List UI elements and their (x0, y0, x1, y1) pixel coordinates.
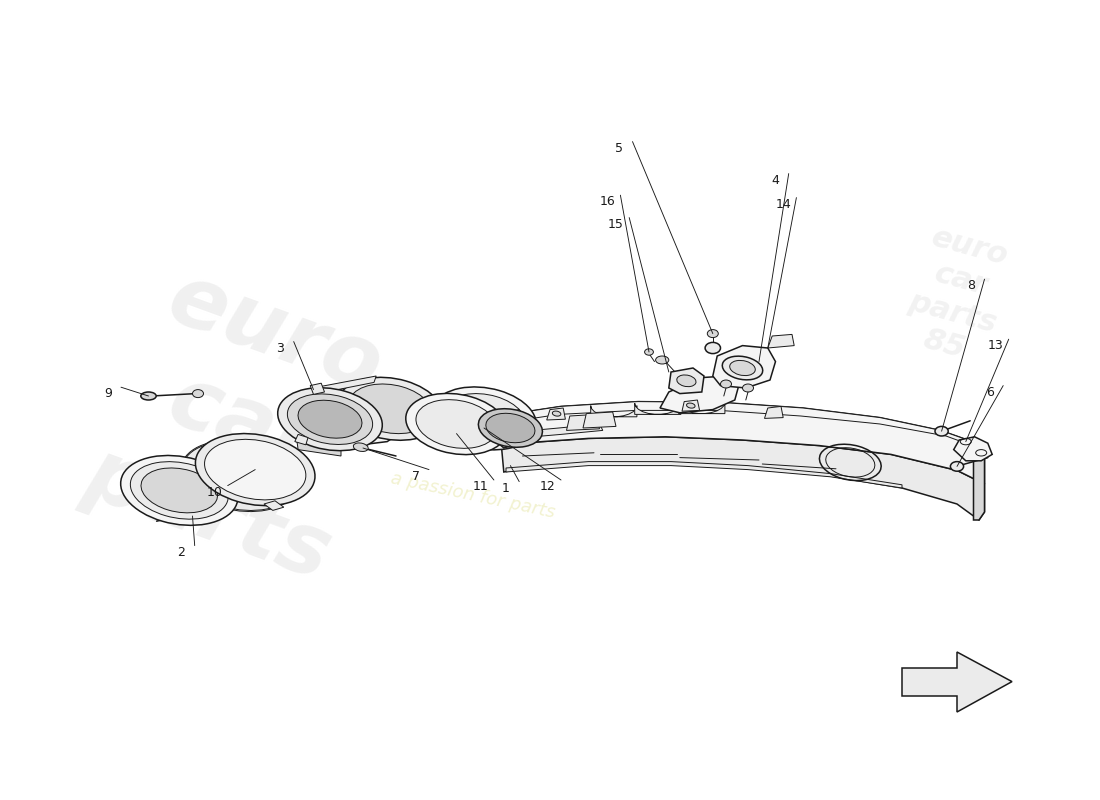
Ellipse shape (720, 380, 732, 388)
Polygon shape (974, 444, 984, 520)
Polygon shape (713, 346, 776, 388)
Polygon shape (566, 414, 600, 430)
Text: 10: 10 (207, 486, 222, 498)
Text: 11: 11 (473, 480, 488, 493)
Polygon shape (669, 368, 704, 394)
Ellipse shape (182, 441, 298, 511)
Polygon shape (764, 406, 783, 418)
Text: 16: 16 (600, 195, 615, 208)
Polygon shape (295, 382, 407, 448)
Text: 6: 6 (986, 386, 994, 398)
Polygon shape (591, 406, 637, 417)
Polygon shape (487, 410, 519, 448)
Polygon shape (502, 437, 984, 520)
Text: 4: 4 (771, 174, 780, 186)
Ellipse shape (287, 394, 373, 445)
Ellipse shape (478, 409, 542, 447)
Ellipse shape (723, 356, 762, 380)
Text: a passion for parts: a passion for parts (389, 470, 557, 522)
Ellipse shape (707, 330, 718, 338)
Ellipse shape (729, 361, 756, 375)
Text: 15: 15 (608, 218, 624, 230)
Ellipse shape (705, 342, 720, 354)
Polygon shape (515, 424, 603, 438)
Polygon shape (768, 334, 794, 348)
Ellipse shape (196, 434, 315, 506)
Text: 5: 5 (615, 142, 624, 154)
Ellipse shape (686, 403, 695, 408)
Ellipse shape (552, 411, 561, 416)
Ellipse shape (950, 462, 964, 471)
Polygon shape (310, 383, 324, 394)
Ellipse shape (645, 349, 653, 355)
Polygon shape (902, 652, 1012, 712)
Ellipse shape (431, 387, 537, 450)
Text: 1: 1 (502, 482, 510, 494)
Polygon shape (682, 400, 700, 411)
Text: 8: 8 (967, 279, 976, 292)
Text: 7: 7 (411, 470, 420, 482)
Polygon shape (297, 442, 341, 456)
Ellipse shape (486, 414, 535, 442)
Ellipse shape (121, 455, 238, 526)
Ellipse shape (141, 468, 218, 513)
Ellipse shape (277, 388, 383, 450)
Ellipse shape (130, 462, 229, 519)
Polygon shape (487, 402, 984, 484)
Text: 12: 12 (540, 480, 556, 493)
Ellipse shape (349, 384, 432, 434)
Ellipse shape (676, 375, 696, 386)
Ellipse shape (353, 443, 369, 451)
Polygon shape (295, 434, 308, 445)
Polygon shape (954, 437, 992, 461)
Polygon shape (264, 501, 284, 510)
Polygon shape (583, 412, 616, 428)
Text: 13: 13 (988, 339, 1003, 352)
Text: 9: 9 (103, 387, 112, 400)
Ellipse shape (742, 384, 754, 392)
Text: 2: 2 (177, 546, 186, 558)
Text: euro
car
parts: euro car parts (75, 251, 409, 597)
Ellipse shape (656, 356, 669, 364)
Ellipse shape (416, 400, 497, 448)
Ellipse shape (183, 442, 297, 510)
Polygon shape (635, 403, 681, 414)
Text: 3: 3 (276, 342, 285, 354)
Polygon shape (547, 408, 565, 420)
Ellipse shape (192, 390, 204, 398)
Ellipse shape (935, 426, 948, 436)
Ellipse shape (406, 394, 507, 454)
Polygon shape (487, 402, 979, 448)
Polygon shape (660, 376, 739, 413)
Polygon shape (679, 402, 725, 414)
Ellipse shape (442, 394, 526, 443)
Polygon shape (506, 462, 902, 488)
Text: 14: 14 (776, 198, 791, 210)
Text: euro
car
parts
85: euro car parts 85 (896, 222, 1018, 370)
Ellipse shape (298, 400, 362, 438)
Ellipse shape (205, 439, 306, 500)
Ellipse shape (141, 392, 156, 400)
Polygon shape (314, 376, 376, 394)
Ellipse shape (338, 378, 443, 440)
